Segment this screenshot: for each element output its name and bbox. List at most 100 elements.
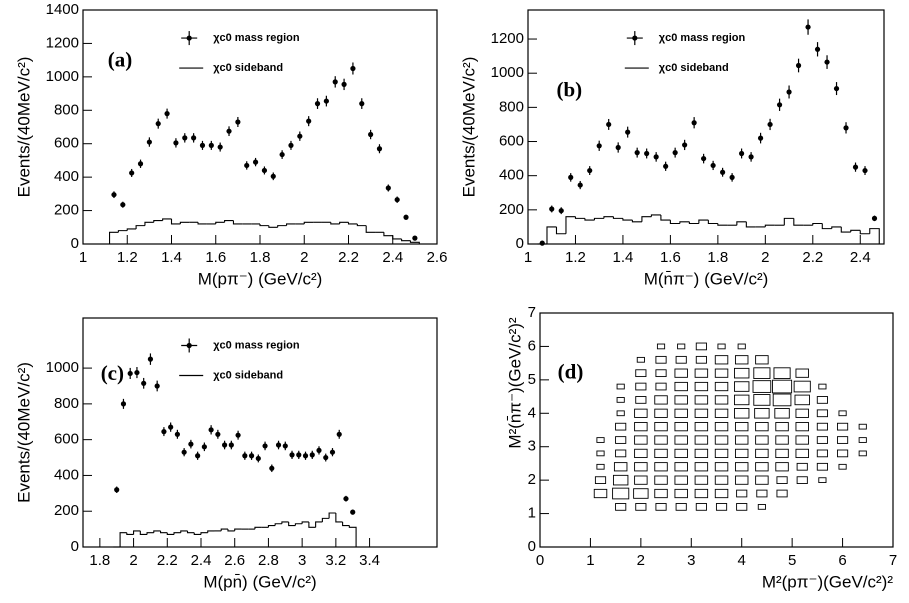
data-point (306, 118, 312, 124)
density-box (674, 475, 688, 485)
panel-label: (b) (556, 78, 582, 102)
density-box (654, 435, 668, 445)
density-box (734, 408, 750, 419)
y-tick-label: 600 (499, 132, 524, 149)
data-point (368, 131, 374, 138)
histogram-bin (330, 222, 340, 225)
density-box (714, 488, 729, 499)
y-tick-label: 1000 (46, 359, 79, 376)
histogram-bin (821, 223, 832, 230)
histogram-bin (348, 525, 357, 547)
density-box (858, 423, 867, 430)
density-box (795, 368, 809, 378)
data-point (288, 142, 294, 148)
density-box (674, 381, 688, 392)
histogram-bin (764, 224, 775, 227)
histogram-bin (669, 220, 680, 225)
density-box (816, 396, 828, 404)
density-box (674, 488, 688, 499)
density-box (655, 369, 667, 378)
data-point (795, 62, 802, 69)
density-box (616, 383, 625, 390)
data-point (739, 150, 745, 157)
density-box (734, 367, 750, 379)
x-tick-label: 2 (300, 249, 308, 266)
data-point (587, 167, 593, 174)
data-point (154, 383, 160, 389)
histogram-bin (162, 218, 172, 221)
x-axis-title: M²(pπ⁻)(GeV/c²)² (762, 572, 894, 591)
histogram-bin (135, 225, 145, 229)
density-box (613, 462, 628, 472)
histogram-bin (565, 216, 576, 234)
density-box (675, 503, 687, 511)
density-box (674, 448, 688, 459)
data-point (385, 185, 391, 191)
legend-label: χc0 mass region (213, 32, 300, 44)
histogram-bin (133, 530, 141, 535)
histogram-bin (679, 221, 690, 224)
density-box (674, 462, 688, 472)
plot-frame (82, 317, 438, 548)
data-point (596, 143, 602, 149)
histogram-bin (365, 225, 376, 233)
density-box (615, 436, 627, 444)
y-tick-label: 0 (528, 538, 536, 555)
data-point (336, 431, 342, 437)
data-point (215, 431, 221, 437)
histogram-bin (254, 526, 262, 530)
x-tick-label: 1.6 (205, 249, 226, 266)
density-box (794, 394, 810, 406)
histogram-bin (224, 220, 234, 223)
density-box (773, 367, 791, 379)
legend-marker (186, 35, 192, 41)
histogram-bin (281, 521, 289, 524)
data-point (577, 182, 583, 188)
density-box (795, 448, 809, 459)
density-box (694, 475, 709, 485)
data-point (314, 101, 321, 107)
density-box (654, 448, 668, 459)
density-box (612, 474, 629, 486)
data-point (164, 111, 170, 117)
x-tick-label: 1.4 (613, 249, 634, 266)
density-box (615, 449, 627, 458)
data-point (332, 79, 338, 85)
density-box (717, 343, 726, 350)
density-box (694, 435, 709, 445)
data-point (323, 454, 329, 461)
histogram-bin (227, 529, 235, 532)
data-point (248, 453, 255, 459)
histogram-bin (622, 218, 633, 221)
density-box (714, 448, 729, 459)
density-box (753, 394, 771, 406)
data-point (114, 487, 120, 493)
data-point (261, 167, 268, 174)
density-box (694, 448, 709, 459)
data-point (805, 24, 811, 30)
data-point (147, 356, 154, 362)
legend-marker (186, 342, 192, 349)
density-box (776, 476, 788, 484)
histogram-bin (215, 221, 225, 224)
histogram-bin (603, 216, 614, 219)
panel-label: (c) (101, 361, 124, 385)
density-box (714, 435, 729, 445)
density-box (635, 369, 647, 378)
density-box (714, 475, 729, 485)
data-point (199, 142, 206, 148)
data-point (252, 159, 259, 165)
x-tick-label: 1 (79, 249, 87, 266)
histogram-bin (193, 532, 201, 536)
density-box (755, 448, 769, 459)
data-point (568, 174, 574, 180)
x-tick-label: 2.8 (258, 552, 279, 569)
density-box (755, 422, 769, 432)
histogram-bin (173, 532, 181, 535)
x-tick-label: 1.2 (565, 249, 586, 266)
density-box (714, 355, 729, 365)
y-tick-label: 800 (499, 98, 524, 115)
density-box (655, 382, 667, 391)
x-tick-label: 3 (298, 552, 306, 569)
x-tick-label: 2 (637, 552, 645, 569)
